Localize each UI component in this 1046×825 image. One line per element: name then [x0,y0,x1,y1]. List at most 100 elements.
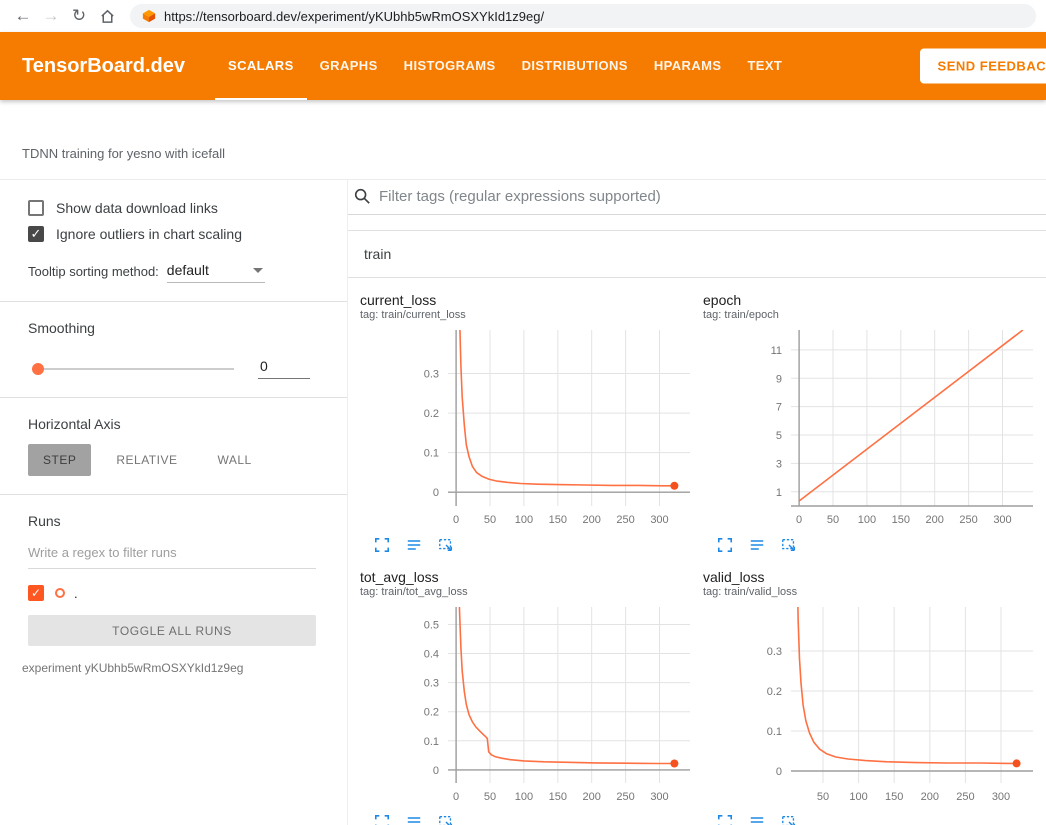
experiment-title: TDNN training for yesno with icefall [0,100,1046,180]
address-bar[interactable]: https://tensorboard.dev/experiment/yKUbh… [130,4,1036,28]
expand-card-icon[interactable] [374,537,392,555]
svg-text:250: 250 [616,791,634,803]
chevron-down-icon [253,268,263,273]
svg-text:150: 150 [549,514,567,526]
svg-text:9: 9 [776,373,782,385]
tag-group-train[interactable]: train [348,230,1046,278]
charts-grid: current_loss tag: train/current_loss 0 0.… [348,278,1046,825]
back-icon[interactable]: ← [10,3,36,29]
tooltip-sorting-dropdown[interactable]: default [167,262,265,283]
chart-title: current_loss [360,292,695,309]
forward-icon[interactable]: → [38,3,64,29]
svg-text:1: 1 [776,487,782,499]
chart-tag: tag: train/valid_loss [703,586,1038,599]
tab-hparams[interactable]: HPARAMS [641,32,735,100]
axis-step-button[interactable]: STEP [28,444,91,476]
text-lines-icon[interactable] [406,814,424,825]
svg-text:0: 0 [796,514,802,526]
show-download-links-row[interactable]: Show data download links [28,200,319,216]
svg-text:50: 50 [817,791,829,803]
home-icon[interactable] [94,3,120,29]
text-lines-icon[interactable] [749,537,767,555]
svg-text:0.2: 0.2 [424,707,439,719]
chart-tag: tag: train/tot_avg_loss [360,586,695,599]
svg-text:0.3: 0.3 [767,646,782,658]
svg-text:0: 0 [453,791,459,803]
tab-distributions[interactable]: DISTRIBUTIONS [509,32,641,100]
runs-label: Runs [28,513,319,529]
svg-text:300: 300 [992,791,1010,803]
svg-text:200: 200 [926,514,944,526]
smoothing-value-input[interactable]: 0 [258,358,310,379]
ignore-outliers-row[interactable]: ✓ Ignore outliers in chart scaling [28,226,319,242]
expand-card-icon[interactable] [717,537,735,555]
ignore-outliers-checkbox[interactable]: ✓ [28,226,44,242]
line-chart[interactable]: 1357911050100150200250300 [703,324,1038,534]
divider [0,494,347,495]
smoothing-slider[interactable] [34,368,234,370]
svg-text:0.1: 0.1 [424,736,439,748]
fit-domain-icon[interactable] [438,814,456,825]
tab-text[interactable]: TEXT [734,32,795,100]
horizontal-axis-label: Horizontal Axis [28,416,319,432]
line-chart[interactable]: 00.10.20.30.40.5050100150200250300 [360,601,695,811]
fit-domain-icon[interactable] [438,537,456,555]
svg-text:100: 100 [858,514,876,526]
url-text[interactable]: https://tensorboard.dev/experiment/yKUbh… [164,9,544,24]
tooltip-sorting-value: default [167,262,209,278]
tab-scalars[interactable]: SCALARS [215,32,307,100]
browser-toolbar: ← → ↻ https://tensorboard.dev/experiment… [0,0,1046,32]
reload-icon[interactable]: ↻ [66,3,92,29]
axis-relative-button[interactable]: RELATIVE [101,444,192,476]
svg-text:200: 200 [583,514,601,526]
svg-text:150: 150 [549,791,567,803]
chart-toolbar [360,537,695,555]
svg-text:100: 100 [849,791,867,803]
chart-tag: tag: train/current_loss [360,309,695,322]
svg-text:0.4: 0.4 [424,649,439,661]
tab-graphs[interactable]: GRAPHS [307,32,391,100]
tag-filter-input[interactable] [379,188,1046,205]
svg-text:150: 150 [885,791,903,803]
chart-title: valid_loss [703,569,1038,586]
svg-text:300: 300 [650,791,668,803]
axis-wall-button[interactable]: WALL [202,444,266,476]
run-checkbox[interactable]: ✓ [28,585,44,601]
settings-sidebar: Show data download links ✓ Ignore outlie… [0,180,348,825]
chart-card-tot-avg-loss: tot_avg_loss tag: train/tot_avg_loss 00.… [360,569,695,825]
svg-text:0: 0 [453,514,459,526]
divider [0,301,347,302]
fit-domain-icon[interactable] [781,814,799,825]
search-icon [353,187,371,205]
svg-text:0.1: 0.1 [767,726,782,738]
show-download-links-label: Show data download links [56,200,218,216]
tab-histograms[interactable]: HISTOGRAMS [391,32,509,100]
divider [0,397,347,398]
site-favicon [142,9,156,23]
expand-card-icon[interactable] [717,814,735,825]
svg-text:0.1: 0.1 [424,448,439,460]
svg-text:300: 300 [993,514,1011,526]
svg-text:3: 3 [776,458,782,470]
svg-text:5: 5 [776,430,782,442]
runs-filter-input[interactable] [28,541,316,569]
fit-domain-icon[interactable] [781,537,799,555]
svg-text:250: 250 [956,791,974,803]
text-lines-icon[interactable] [406,537,424,555]
svg-text:7: 7 [776,402,782,414]
run-row[interactable]: ✓ . [28,585,319,601]
expand-card-icon[interactable] [374,814,392,825]
toggle-all-runs-button[interactable]: TOGGLE ALL RUNS [28,615,316,646]
svg-text:0: 0 [433,487,439,499]
ignore-outliers-label: Ignore outliers in chart scaling [56,226,242,242]
app-header: TensorBoard.dev SCALARS GRAPHS HISTOGRAM… [0,32,1046,100]
line-chart[interactable]: 00.10.20.350100150200250300 [703,601,1038,811]
send-feedback-button[interactable]: SEND FEEDBACK [920,49,1046,84]
smoothing-slider-thumb[interactable] [32,363,44,375]
show-download-links-checkbox[interactable] [28,200,44,216]
run-color-swatch[interactable] [55,588,65,598]
svg-text:100: 100 [515,791,533,803]
svg-text:0.5: 0.5 [424,620,439,632]
line-chart[interactable]: 00.10.20.3050100150200250300 [360,324,695,534]
text-lines-icon[interactable] [749,814,767,825]
